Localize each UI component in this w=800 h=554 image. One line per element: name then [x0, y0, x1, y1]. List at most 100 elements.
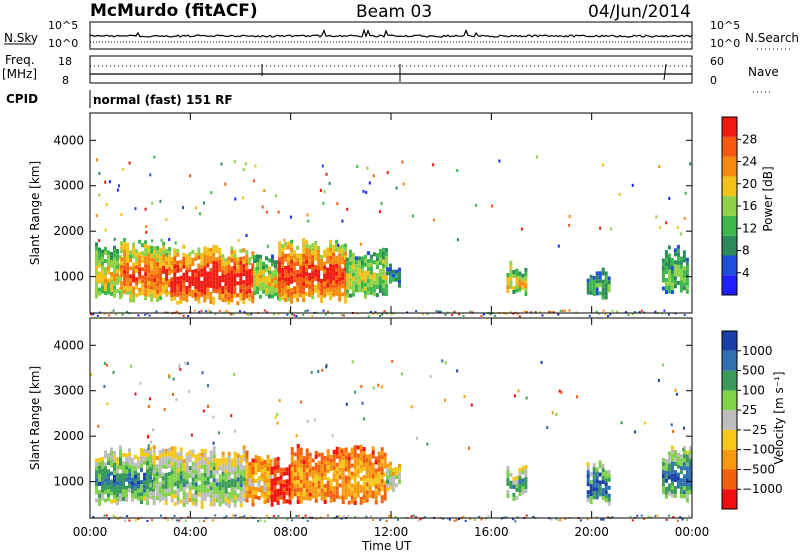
scatter-cell [329, 255, 333, 260]
scatter-cell [179, 467, 183, 472]
scatter-cell [282, 467, 286, 472]
scatter-cell [150, 265, 154, 270]
scatter-cell [293, 274, 297, 279]
scatter-cell [377, 459, 381, 464]
scatter-cell [242, 473, 246, 478]
scatter-cell [506, 289, 510, 293]
scatter-cell [311, 283, 315, 288]
scatter-cell [344, 463, 348, 468]
scatter-cell [332, 268, 336, 273]
scatter-cell [194, 466, 198, 471]
scatter-cell [667, 277, 671, 282]
near-range-echo [505, 516, 508, 519]
sparse-echo [674, 388, 677, 392]
scatter-cell [164, 496, 168, 501]
scatter-cell [589, 496, 593, 501]
scatter-cell [515, 280, 519, 285]
scatter-cell [179, 259, 183, 264]
scatter-cell [218, 287, 222, 292]
scatter-cell [308, 456, 312, 461]
scatter-cell [326, 259, 330, 264]
scatter-cell [302, 294, 306, 298]
scatter-cell [212, 272, 216, 277]
scatter-cell [266, 486, 270, 491]
scatter-cell [101, 273, 104, 278]
scatter-cell [595, 471, 599, 476]
scatter-cell [311, 295, 315, 300]
scatter-cell [140, 452, 143, 457]
scatter-cell [212, 260, 216, 265]
scatter-cell [253, 271, 256, 276]
near-range-echo [266, 311, 269, 314]
scatter-cell [371, 478, 375, 483]
scatter-cell [144, 276, 148, 281]
scatter-cell [288, 500, 292, 505]
scatter-cell [176, 500, 180, 505]
scatter-cell [338, 261, 342, 266]
scatter-cell [185, 258, 189, 263]
scatter-cell [170, 265, 174, 270]
scatter-cell [95, 258, 98, 263]
scatter-cell [266, 494, 270, 499]
scatter-cell [320, 279, 324, 283]
nsearch-tick-top: 10^5 [710, 19, 740, 32]
scatter-cell [170, 285, 174, 290]
scatter-cell [119, 489, 122, 494]
scatter-cell [224, 481, 228, 486]
scatter-cell [152, 465, 156, 470]
scatter-cell [173, 494, 177, 499]
scatter-cell [146, 481, 149, 486]
scatter-cell [670, 266, 674, 270]
near-range-echo [640, 514, 643, 517]
near-range-echo [444, 313, 447, 316]
scatter-cell [351, 284, 355, 289]
scatter-cell [601, 472, 605, 477]
scatter-cell [203, 449, 207, 453]
scatter-cell [230, 274, 234, 279]
scatter-cell [149, 483, 152, 488]
scatter-cell [299, 471, 303, 476]
scatter-cell [203, 461, 207, 465]
scatter-cell [185, 464, 189, 469]
sparse-echo [254, 164, 257, 168]
scatter-cell [353, 445, 357, 449]
scatter-cell [113, 273, 116, 278]
scatter-cell [314, 450, 318, 455]
sparse-echo [551, 411, 554, 415]
sparse-echo [104, 228, 107, 232]
scatter-cell [350, 483, 354, 488]
scatter-cell [259, 282, 262, 287]
scatter-cell [670, 481, 674, 486]
scatter-cell [185, 290, 189, 295]
scatter-cell [371, 474, 375, 479]
scatter-cell [156, 294, 160, 298]
scatter-cell [215, 273, 219, 278]
scatter-cell [107, 457, 110, 462]
scatter-cell [685, 257, 689, 262]
scatter-cell [661, 490, 665, 495]
scatter-cell [123, 281, 127, 286]
scatter-cell [134, 454, 137, 459]
scatter-cell [242, 268, 246, 273]
sparse-echo [184, 361, 187, 365]
scatter-cell [380, 479, 384, 484]
scatter-cell [254, 455, 258, 459]
sparse-echo [253, 179, 255, 183]
scatter-cell [200, 456, 204, 461]
scatter-cell [296, 452, 300, 456]
scatter-cell [380, 499, 384, 504]
scatter-cell [120, 293, 124, 298]
scatter-cell [113, 253, 116, 258]
scatter-cell [506, 493, 510, 498]
near-range-echo [607, 315, 609, 318]
scatter-cell [167, 448, 171, 453]
scatter-cell [302, 496, 306, 501]
scatter-cell [263, 491, 267, 496]
scatter-cell [293, 290, 297, 295]
scatter-cell [676, 472, 680, 477]
scatter-cell [203, 258, 207, 263]
scatter-cell [371, 482, 375, 487]
scatter-cell [107, 262, 110, 267]
scatter-cell [320, 476, 324, 481]
scatter-cell [604, 283, 608, 288]
